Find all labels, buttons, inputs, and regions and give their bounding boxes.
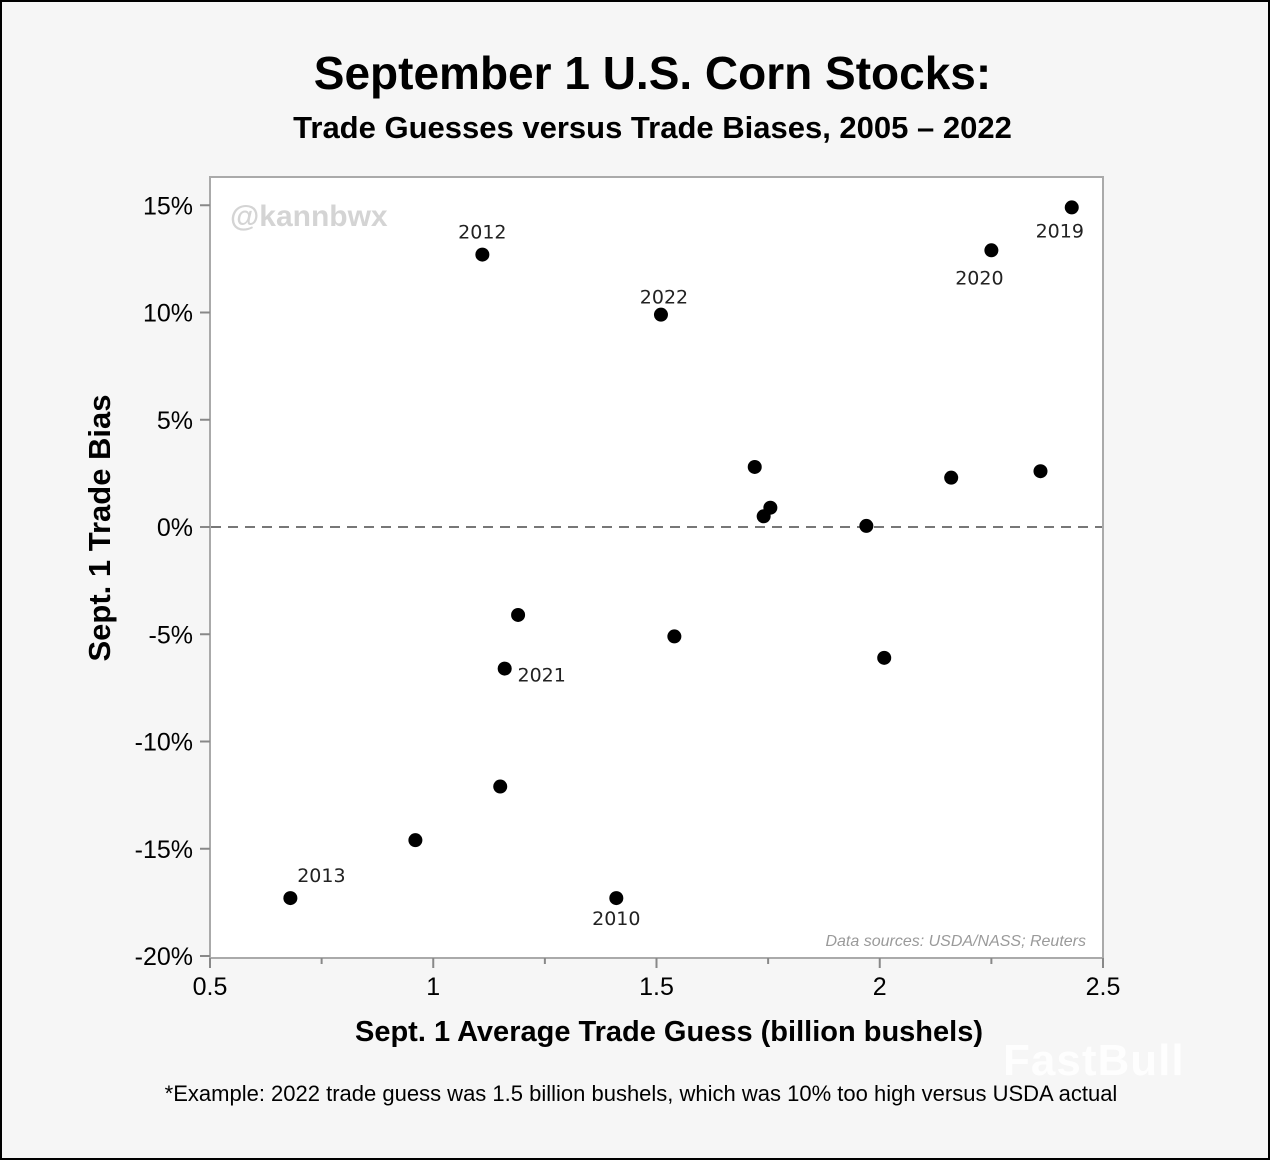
sources-text: Data sources: USDA/NASS; Reuters <box>825 933 1086 950</box>
y-tick-label: 5% <box>157 407 193 435</box>
y-tick-label: -5% <box>149 621 193 649</box>
watermark-logo: FastBull <box>1003 1036 1185 1085</box>
y-tick-label: -10% <box>135 729 193 757</box>
data-point <box>984 243 999 258</box>
x-tick-label: 1 <box>426 973 440 1001</box>
point-label: 2013 <box>297 865 345 887</box>
data-point <box>475 247 490 262</box>
plot-area <box>209 176 1104 959</box>
data-point <box>877 650 892 665</box>
point-label: 2022 <box>640 287 688 309</box>
data-point <box>944 470 959 485</box>
data-point <box>283 891 298 906</box>
point-label: 2021 <box>518 665 566 687</box>
x-axis-label: Sept. 1 Average Trade Guess (billion bus… <box>355 1016 983 1048</box>
data-point <box>747 459 762 474</box>
data-point <box>493 779 508 794</box>
y-tick-label: 10% <box>143 300 193 328</box>
data-point <box>667 629 682 644</box>
x-tick-label: 2 <box>873 973 887 1001</box>
point-label: 2020 <box>955 267 1003 289</box>
data-point <box>859 518 874 533</box>
x-tick-label: 1.5 <box>639 973 674 1001</box>
y-tick-label: 15% <box>143 192 193 220</box>
point-label: 2012 <box>458 222 506 244</box>
point-label: 2019 <box>1036 220 1084 242</box>
data-point <box>1064 200 1079 215</box>
data-point <box>653 307 668 322</box>
y-tick-label: -20% <box>135 943 193 971</box>
data-point <box>497 661 512 676</box>
chart-subtitle: Trade Guesses versus Trade Biases, 2005 … <box>293 110 1012 145</box>
y-tick-label: 0% <box>157 514 193 542</box>
chart-title: September 1 U.S. Corn Stocks: <box>313 47 992 99</box>
footnote: *Example: 2022 trade guess was 1.5 billi… <box>164 1081 1118 1106</box>
x-tick-label: 2.5 <box>1086 973 1121 1001</box>
data-point <box>408 833 423 848</box>
y-tick-label: -15% <box>135 836 193 864</box>
data-point <box>511 607 526 622</box>
x-tick-label: 0.5 <box>193 973 228 1001</box>
data-point <box>1033 464 1048 479</box>
handle-text: @kannbwx <box>230 200 388 233</box>
data-point <box>609 891 624 906</box>
data-point <box>756 509 771 524</box>
point-label: 2010 <box>592 908 640 930</box>
